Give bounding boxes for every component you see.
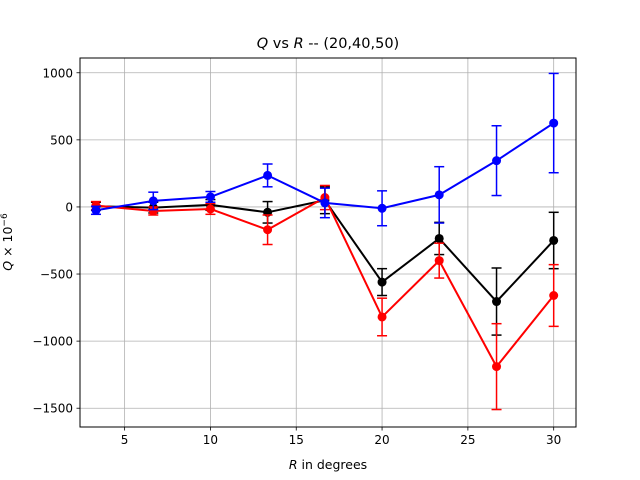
data-point: [492, 362, 502, 372]
data-point: [148, 196, 158, 206]
ticks: 5 10 15 20 25 30 −1500 −1000 −500 0 500 1000: [32, 66, 561, 447]
series-2: [90, 72, 559, 227]
data-point: [492, 297, 502, 307]
data-point: [91, 205, 101, 215]
y-tick-label: −1000: [32, 335, 73, 349]
data-point: [549, 235, 559, 245]
y-tick-label: −500: [40, 268, 73, 282]
x-tick-label: 25: [460, 433, 475, 447]
series-layer: [90, 72, 559, 411]
plot-area: [80, 58, 576, 427]
chart-title: Q vs R -- (20,40,50): [257, 36, 399, 52]
x-tick-label: 5: [121, 433, 129, 447]
y-axis-label: Q × 10−6: [0, 213, 15, 271]
y-tick-label: 1000: [42, 66, 73, 80]
data-point: [492, 156, 502, 166]
data-point: [434, 256, 444, 266]
x-tick-label: 20: [374, 433, 389, 447]
data-point: [263, 225, 273, 235]
data-point: [377, 203, 387, 213]
y-tick-label: −1500: [32, 402, 73, 416]
data-point: [377, 312, 387, 322]
data-point: [263, 170, 273, 180]
data-point: [320, 198, 330, 208]
data-point: [377, 277, 387, 287]
data-point: [148, 206, 158, 216]
data-point: [549, 118, 559, 128]
x-tick-label: 10: [203, 433, 218, 447]
y-tick-label: 500: [50, 133, 73, 147]
x-tick-label: 15: [289, 433, 304, 447]
data-point: [205, 192, 215, 202]
x-axis-label: R in degrees: [289, 457, 367, 472]
plot-frame: [79, 57, 577, 428]
data-point: [434, 190, 444, 200]
data-point: [205, 204, 215, 214]
data-point: [434, 233, 444, 243]
x-tick-label: 30: [546, 433, 561, 447]
data-point: [549, 291, 559, 301]
y-tick-label: 0: [65, 200, 73, 214]
